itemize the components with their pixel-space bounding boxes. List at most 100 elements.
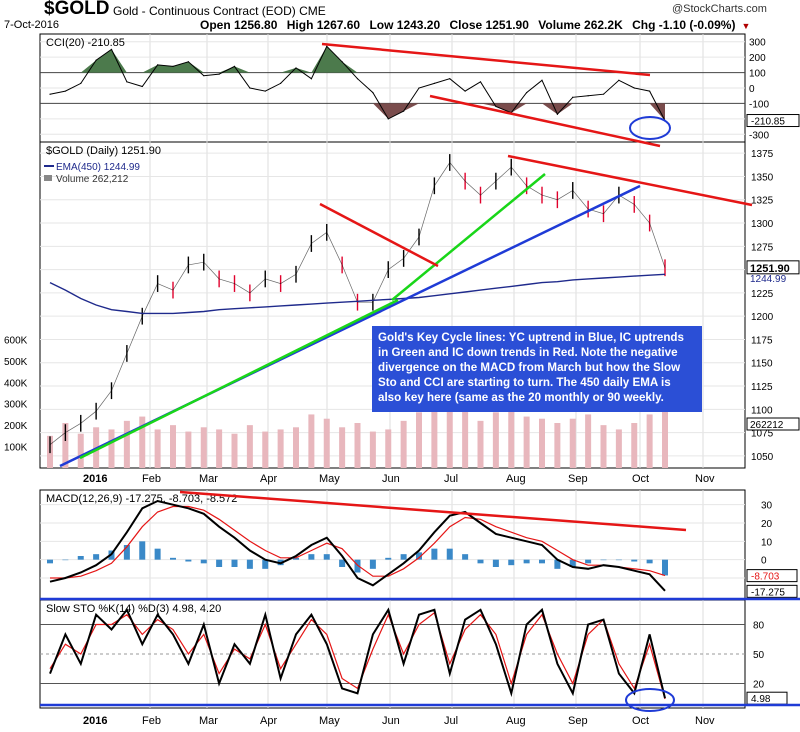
macd-signal-line [50,505,666,579]
cci-point [64,90,66,92]
cci-point [264,90,266,92]
month-tick-label: Apr [260,715,277,727]
macd-histogram-bar [385,557,392,560]
volume-bar [339,427,346,468]
month-tick-label: Jul [444,473,458,485]
cci-point [495,105,497,108]
cci-point [126,81,128,83]
cci-tick-label: 0 [749,84,755,95]
price-legend-title: $GOLD (Daily) 1251.90 [46,145,161,157]
volume-bar [554,423,561,468]
macd-histogram-bar [492,559,499,567]
price-line [49,161,666,445]
price-tick-label: 1175 [751,335,773,346]
macd-signal-last-value: -8.703 [751,572,780,583]
macd-divergence-line [179,490,687,532]
macd-histogram-bar [631,559,638,562]
macd-histogram-bar [446,548,453,560]
macd-histogram-bar [646,559,653,564]
macd-histogram-bar [554,559,561,569]
volume-bar [231,433,238,468]
sto-k-line [49,607,666,699]
macd-histogram-bar [662,559,668,576]
volume-bar [600,425,607,468]
exchange-label: CME [299,4,326,18]
month-tick-label: Aug [506,473,526,485]
sto-title: Slow STO %K(14) %D(3) 4.98, 4.20 [46,603,221,615]
cci-lower-trendline [429,94,661,148]
macd-histogram-bar [323,554,330,560]
down-arrow-icon: ▼ [741,21,751,31]
close-value: Close 1251.90 [449,18,529,32]
price-tick-label: 1375 [751,149,774,160]
volume-bar [508,397,515,468]
cci-point [449,78,451,80]
volume-bar [369,431,376,468]
macd-histogram-bar [416,552,422,560]
symbol-title: $GOLD [44,0,110,19]
macd-histogram-bar [369,559,376,569]
volume-bar [154,429,161,468]
volume-bar [385,429,392,468]
volume-bar [646,414,653,468]
volume-tick-label: 200K [4,421,28,432]
cci-point [280,82,282,84]
volume-tick-label: 100K [4,443,28,454]
price-last-value-box [746,260,800,275]
volume-bar [308,414,315,468]
macd-histogram-bar [400,554,407,560]
macd-histogram-bar [170,557,176,560]
volume-bar [293,427,299,468]
cci-tick-label: 300 [749,38,766,49]
cci-highlight-circle [629,116,671,140]
volume-bar [631,423,638,468]
cci-point [587,95,589,97]
macd-histogram-bar [585,559,592,564]
cci-point [479,81,482,83]
volume-tick-label: 400K [4,378,28,389]
volume-last-value-box [746,417,800,431]
macd-histogram-bar [600,559,607,561]
cci-last-value: -210.85 [751,117,785,128]
month-tick-label: Oct [632,473,649,485]
macd-last-box [746,584,798,598]
month-tick-label: May [319,715,340,727]
cci-negative-fill [50,103,665,121]
ic-downtrend-line-2 [507,154,753,207]
price-last-value: 1251.90 [750,263,790,275]
volume-bar [416,412,422,468]
volume-bar [62,423,69,468]
price-tick-label: 1075 [751,429,774,440]
month-tick-label: Aug [506,715,526,727]
cci-point [541,79,543,81]
price-tick-label: 1300 [751,219,774,230]
month-tick-label: Sep [568,715,588,727]
sto-highlight-circle [625,688,675,712]
macd-histogram-bar [293,557,299,560]
macd-tick-label: 10 [761,537,773,548]
cci-positive-fill [50,46,665,73]
cci-point [187,61,189,63]
volume-bar [170,425,176,468]
macd-histogram-bar [216,559,223,567]
volume-bar [431,408,438,468]
volume-tick-label: 300K [4,400,28,411]
cci-point [556,113,558,115]
macd-histogram-bar [246,559,253,569]
ic-uptrend-line-2 [391,173,546,301]
cci-point [172,65,174,67]
volume-bar [262,431,269,468]
volume-bar [539,418,545,468]
macd-histogram-bar [62,559,69,561]
month-tick-label: May [319,473,340,485]
macd-histogram-bar [77,556,84,560]
price-tick-label: 1225 [751,289,774,300]
macd-histogram-bar [569,559,576,567]
cci-point [326,45,328,47]
year-tick-label: 2016 [83,715,107,727]
volume-bar [108,429,115,468]
volume-bar [123,420,130,468]
month-tick-label: Feb [142,715,161,727]
volume-bar [246,425,253,468]
cci-point [464,90,466,92]
